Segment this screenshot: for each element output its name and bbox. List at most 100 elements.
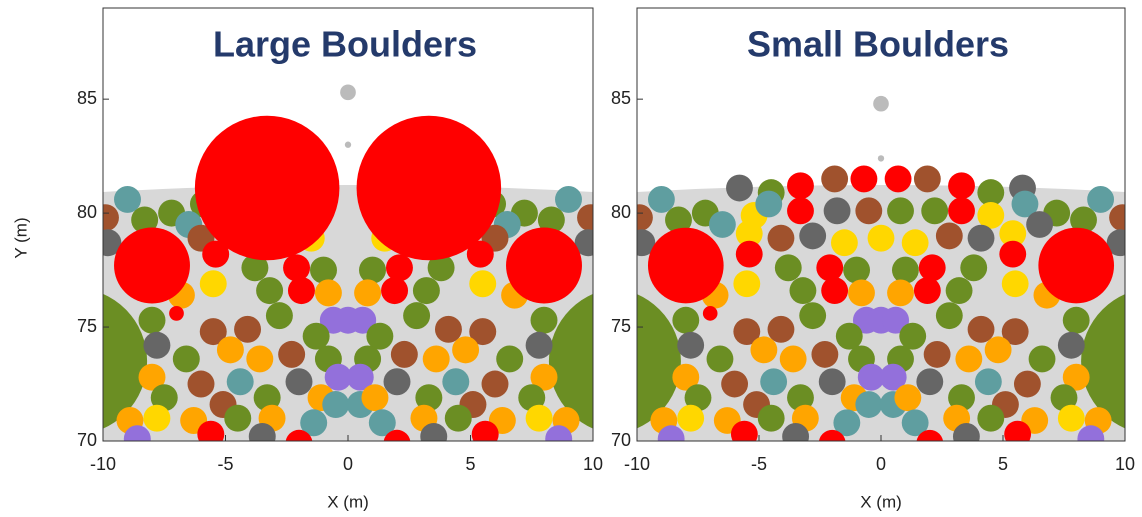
x-tick-label: 0: [876, 454, 886, 474]
boulder: [361, 384, 388, 411]
x-tick-label: 5: [465, 454, 475, 474]
boulder: [496, 345, 523, 372]
boulder: [733, 270, 760, 297]
boulder: [924, 341, 951, 368]
boulder: [286, 430, 313, 457]
figure: -10-5051070758085Large BouldersX (m)Y (m…: [0, 0, 1142, 517]
boulder: [384, 368, 411, 395]
boulder: [278, 341, 305, 368]
boulder: [577, 204, 604, 231]
boulder: [721, 371, 748, 398]
y-tick-label: 75: [611, 316, 631, 336]
boulder: [403, 302, 430, 329]
boulder: [143, 332, 170, 359]
boulder: [878, 155, 884, 161]
boulder: [469, 270, 496, 297]
boulder: [855, 391, 882, 418]
y-tick-label: 70: [611, 430, 631, 450]
boulder: [658, 425, 685, 452]
x-tick-label: -5: [751, 454, 767, 474]
boulder: [736, 241, 763, 268]
boulder: [366, 323, 393, 350]
boulder: [914, 277, 941, 304]
boulder: [423, 345, 450, 372]
boulder: [1014, 371, 1041, 398]
boulder: [985, 336, 1012, 363]
boulder: [555, 186, 582, 213]
boulder: [188, 371, 215, 398]
boulder: [999, 241, 1026, 268]
boulder: [124, 425, 151, 452]
boulder: [916, 430, 943, 457]
x-tick-label: -10: [624, 454, 650, 474]
boulder: [831, 229, 858, 256]
boulder: [310, 257, 337, 284]
y-axis-label: Y (m): [11, 217, 30, 258]
boulder: [758, 405, 785, 432]
boulder: [283, 254, 310, 281]
x-tick-label: 10: [583, 454, 603, 474]
boulder: [286, 368, 313, 395]
boulder: [899, 323, 926, 350]
chart-title: Large Boulders: [213, 24, 477, 65]
boulder: [173, 345, 200, 372]
boulder: [234, 316, 261, 343]
boulder: [868, 225, 895, 252]
boulder: [843, 257, 870, 284]
boulder: [139, 307, 166, 334]
boulder: [892, 257, 919, 284]
boulder: [195, 116, 340, 261]
boulder: [953, 423, 980, 450]
boulder: [1087, 186, 1114, 213]
boulder: [345, 142, 351, 148]
boulder: [775, 254, 802, 281]
y-tick-label: 70: [77, 430, 97, 450]
boulder: [787, 172, 814, 199]
boulder: [731, 421, 758, 448]
boulder: [968, 225, 995, 252]
boulder: [648, 186, 675, 213]
boulder: [322, 391, 349, 418]
boulder: [946, 277, 973, 304]
boulder: [1109, 204, 1136, 231]
boulder: [506, 228, 582, 304]
boulder: [1058, 332, 1085, 359]
boulder: [545, 425, 572, 452]
boulder: [472, 421, 499, 448]
boulder: [936, 222, 963, 249]
boulder: [819, 368, 846, 395]
boulder: [709, 211, 736, 238]
boulder: [821, 166, 848, 193]
boulder: [968, 316, 995, 343]
boulder: [919, 254, 946, 281]
boulder: [445, 405, 472, 432]
boulder: [381, 277, 408, 304]
boulder: [955, 346, 982, 373]
boulder: [1063, 307, 1090, 334]
boulder: [821, 277, 848, 304]
boulder: [780, 346, 807, 373]
y-tick-label: 85: [77, 88, 97, 108]
x-axis-label: X (m): [327, 492, 369, 511]
boulder: [526, 405, 553, 432]
boulder: [526, 332, 553, 359]
boulder: [799, 222, 826, 249]
boulder: [975, 368, 1002, 395]
boulder: [787, 197, 814, 224]
boulder: [531, 307, 558, 334]
boulder: [1058, 405, 1085, 432]
boulder: [452, 336, 479, 363]
boulder: [960, 254, 987, 281]
boulder: [824, 197, 851, 224]
boulder: [384, 430, 411, 457]
boulder: [948, 172, 975, 199]
boulder: [1029, 346, 1056, 373]
boulder: [977, 405, 1004, 432]
boulder: [200, 270, 227, 297]
boulder: [768, 316, 795, 343]
boulder: [782, 423, 809, 450]
boulder: [677, 332, 704, 359]
boulder: [887, 279, 914, 306]
boulder: [873, 96, 889, 112]
boulder: [887, 197, 914, 224]
